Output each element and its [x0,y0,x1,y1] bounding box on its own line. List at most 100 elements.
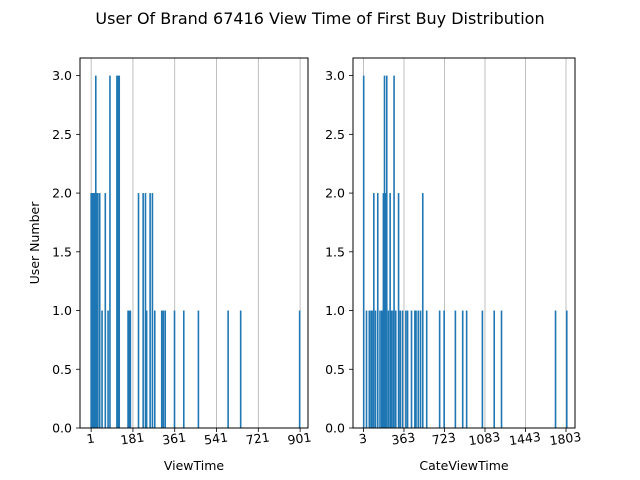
right-bar [415,310,417,428]
right-bar [382,193,385,428]
left-bar [128,310,131,428]
left-bar [173,310,176,428]
right-bar [387,310,390,428]
right-bar [443,310,445,428]
left-bar [144,193,147,428]
right-bar [392,310,394,428]
right-bar [385,75,388,428]
right-bar [406,310,409,428]
right-bar [417,310,420,428]
left-x-tick-label: 1 [86,431,96,447]
right-bar [390,310,393,428]
right-y-tick-label: 0.5 [325,362,345,377]
left-bar [129,310,132,428]
right-bar [371,310,373,428]
left-plot-frame [79,57,309,429]
left-bar [117,75,120,428]
right-x-tick-label: 3 [358,431,368,447]
left-bar [92,193,95,428]
figure-title: User Of Brand 67416 View Time of First B… [95,9,544,28]
left-y-tick-label: 2.5 [52,127,72,142]
right-bar [401,310,404,428]
right-bar [362,75,365,428]
right-bar [493,310,496,428]
left-bar [97,193,99,428]
left-y-tick-label: 0.0 [52,421,72,436]
right-bar [481,310,484,428]
right-bar [394,310,397,428]
right-bar [381,310,384,428]
right-bar [384,193,387,428]
left-x-tick-label: 901 [287,429,313,447]
right-plot-frame [352,57,576,429]
right-bar [389,193,391,428]
right-bar [399,310,402,428]
left-bar [118,75,121,428]
right-bar [425,310,428,428]
left-bar [116,75,118,428]
left-x-axis-label: ViewTime [164,458,225,473]
right-bar [405,310,407,428]
left-bar [182,310,185,428]
left-y-tick-label: 2.0 [52,186,72,201]
right-x-ticks: 3 363 723 1083 1443 1803 [358,428,582,448]
left-x-tick-label: 361 [161,429,187,447]
right-y-tick-label: 3.0 [325,68,345,83]
left-bar [298,310,301,428]
right-bar [554,310,557,428]
right-bar [465,310,468,428]
right-y-tick-label: 1.0 [325,303,345,318]
right-y-tick-label: 2.0 [325,186,345,201]
left-bar [101,310,103,428]
left-grid [90,58,301,428]
right-y-tick-label: 2.5 [325,127,345,142]
left-bars [90,75,301,428]
left-x-tick-label: 541 [203,429,229,447]
right-bar [454,310,457,428]
right-bar [438,310,441,428]
right-bar [414,310,416,428]
left-chart: 1 181 361 541 721 901 0.0 0.5 1.0 1.5 2.0 2.5 3.0 V… [27,57,313,473]
left-bar [151,193,154,428]
right-x-axis-label: CateViewTime [419,458,509,473]
right-bar [376,193,379,428]
right-x-tick-label: 1443 [508,429,542,448]
left-bar [149,193,151,428]
left-y-tick-label: 1.5 [52,244,72,259]
right-y-ticks: 0.0 0.5 1.0 1.5 2.0 2.5 3.0 [325,68,353,436]
left-bar [104,193,107,428]
left-bar [227,310,229,428]
right-y-tick-label: 1.5 [325,244,345,259]
right-bar [373,193,375,428]
right-x-tick-label: 723 [431,429,457,447]
right-x-tick-label: 1083 [468,429,502,448]
right-bar [419,310,422,428]
right-bar [410,310,413,428]
right-bar [393,75,395,428]
left-bar [162,310,165,428]
left-bar [127,310,129,428]
left-bar [164,310,167,428]
left-bar [142,193,144,428]
right-bar [500,310,503,428]
right-bar [379,310,381,428]
left-x-tick-label: 721 [245,429,271,447]
left-bar [153,310,156,428]
right-bar [565,310,568,428]
right-x-tick-label: 363 [390,429,416,447]
right-bar [397,193,400,428]
left-bar [98,193,101,428]
left-bar [160,310,163,428]
right-bar [383,75,386,428]
right-bar [421,193,424,428]
left-y-tick-label: 0.5 [52,362,72,377]
right-bars [362,75,568,428]
left-bar [145,310,148,428]
left-bar [109,75,111,428]
left-bar [90,193,92,428]
left-bar [197,310,200,428]
left-x-ticks: 1 181 361 541 721 901 [86,428,313,448]
right-y-tick-label: 0.0 [325,421,345,436]
left-y-tick-label: 3.0 [52,68,72,83]
